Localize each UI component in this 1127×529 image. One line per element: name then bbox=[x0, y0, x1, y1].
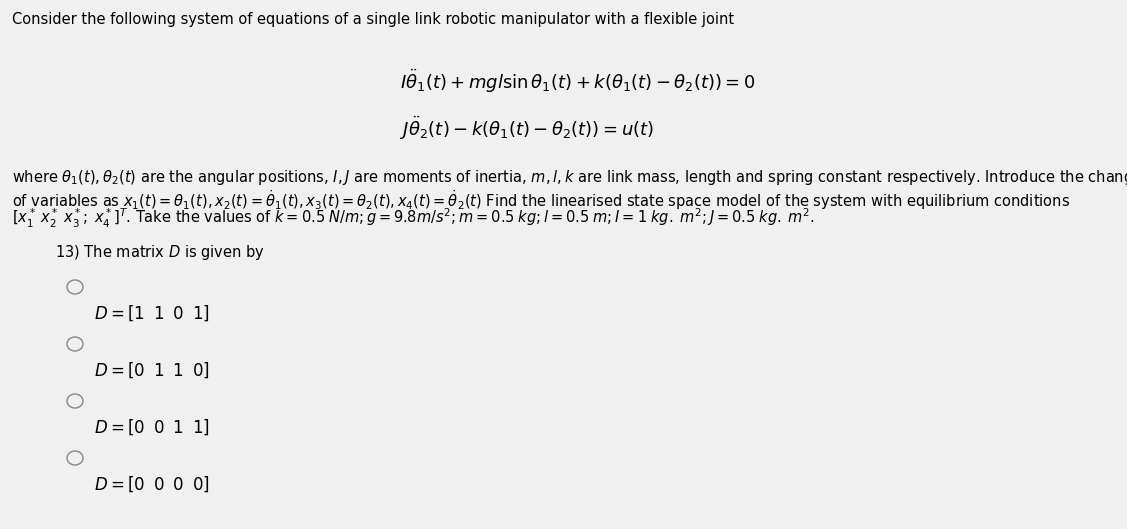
Text: Consider the following system of equations of a single link robotic manipulator : Consider the following system of equatio… bbox=[12, 12, 734, 27]
Text: $D = [0 \;\; 0 \;\; 1 \;\; 1]$: $D = [0 \;\; 0 \;\; 1 \;\; 1]$ bbox=[94, 417, 210, 436]
Text: $J\ddot{\theta}_2(t) - k(\theta_1(t) - \theta_2(t)) = u(t)$: $J\ddot{\theta}_2(t) - k(\theta_1(t) - \… bbox=[400, 115, 654, 142]
Text: of variables as $x_1(t) = \theta_1(t), x_2(t) = \dot{\theta}_1(t), x_3(t) = \the: of variables as $x_1(t) = \theta_1(t), x… bbox=[12, 188, 1070, 212]
Text: $D = [1 \;\; 1 \;\; 0 \;\; 1]$: $D = [1 \;\; 1 \;\; 0 \;\; 1]$ bbox=[94, 303, 210, 323]
Text: $I\ddot{\theta}_1(t) + mgl\sin\theta_1(t) + k(\theta_1(t) - \theta_2(t)) = 0$: $I\ddot{\theta}_1(t) + mgl\sin\theta_1(t… bbox=[400, 68, 755, 95]
Text: $D = [0 \;\; 0 \;\; 0 \;\; 0]$: $D = [0 \;\; 0 \;\; 0 \;\; 0]$ bbox=[94, 474, 210, 494]
Text: $D = [0 \;\; 1 \;\; 1 \;\; 0]$: $D = [0 \;\; 1 \;\; 1 \;\; 0]$ bbox=[94, 360, 210, 379]
Text: where $\theta_1(t), \theta_2(t)$ are the angular positions, $I, J$ are moments o: where $\theta_1(t), \theta_2(t)$ are the… bbox=[12, 168, 1127, 187]
Text: 13) The matrix $D$ is given by: 13) The matrix $D$ is given by bbox=[55, 243, 265, 262]
Text: $[x_1^*\; x_2^*\; x_3^*;\; x_4^*]^T$. Take the values of $k = 0.5\; N/m; g = 9.8: $[x_1^*\; x_2^*\; x_3^*;\; x_4^*]^T$. Ta… bbox=[12, 207, 815, 230]
